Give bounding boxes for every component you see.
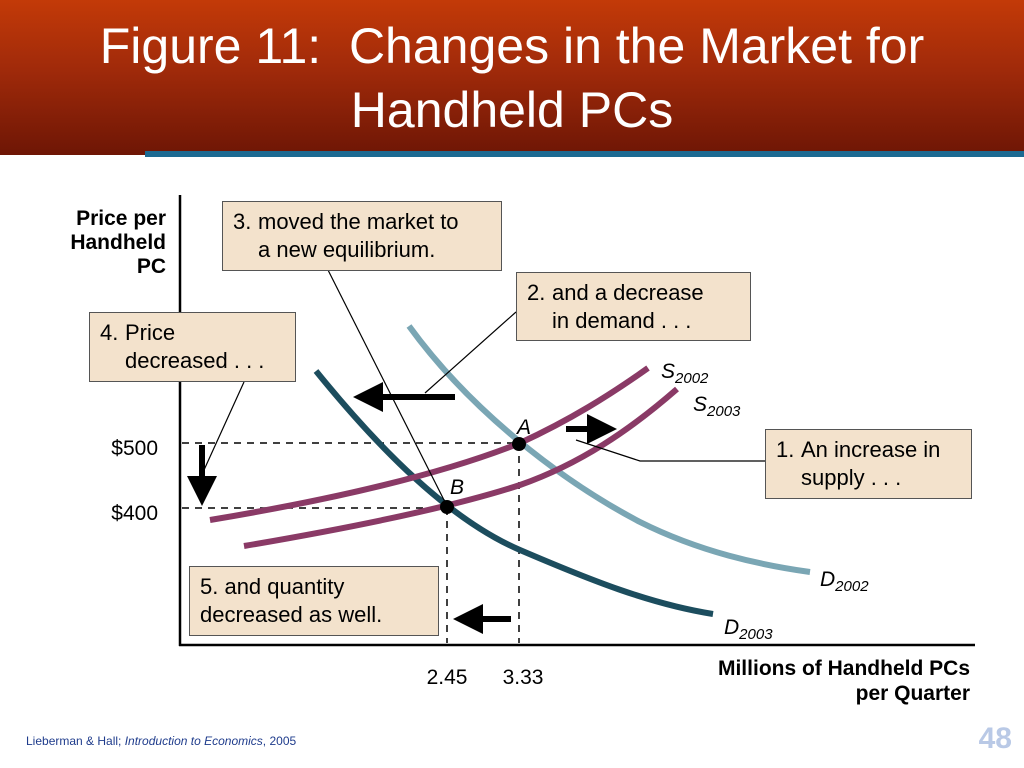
s2002-label: S2002 [661,360,709,387]
title-banner [0,0,1024,155]
supply-2003-curve [243,386,679,549]
s2003-label: S2003 [693,393,741,420]
callout-4: 4. Price decreased . . . [89,312,296,382]
point-b-label: B [450,476,464,499]
x-tick-333: 3.33 [503,666,544,689]
accent-bar [145,151,1024,157]
y-axis-label: Price per Handheld PC [70,207,166,278]
callout-2-connector [424,311,517,394]
demand-2002-curve [406,324,811,575]
supply-2002-curve [209,365,650,523]
point-a-label: A [515,416,531,439]
callout-1-connector [575,439,765,462]
callout-1: 1. An increase in supply . . . [765,429,972,499]
page-number: 48 [978,722,1012,755]
y-tick-500: $500 [111,437,158,460]
x-tick-245: 2.45 [427,666,468,689]
y-tick-400: $400 [111,502,158,525]
title-line-2: Handheld PCs [350,82,674,138]
point-a [512,437,526,451]
point-b [440,500,454,514]
slide-title: Figure 11: Changes in the Market for Han… [0,14,1024,142]
d2003-label: D2003 [724,616,773,643]
x-axis-label: Millions of Handheld PCs per Quarter [717,657,970,705]
callout-4-connector [203,381,245,471]
callout-5: 5. and quantity decreased as well. [189,566,439,636]
demand-2003-curve [313,369,714,617]
callout-3-connector [327,269,447,505]
d2002-label: D2002 [820,568,869,595]
callout-2: 2. and a decrease in demand . . . [516,272,751,341]
citation: Lieberman & Hall; Introduction to Econom… [26,734,297,748]
title-line-1: Figure 11: Changes in the Market for [99,18,925,74]
callout-3: 3. moved the market to a new equilibrium. [222,201,502,271]
